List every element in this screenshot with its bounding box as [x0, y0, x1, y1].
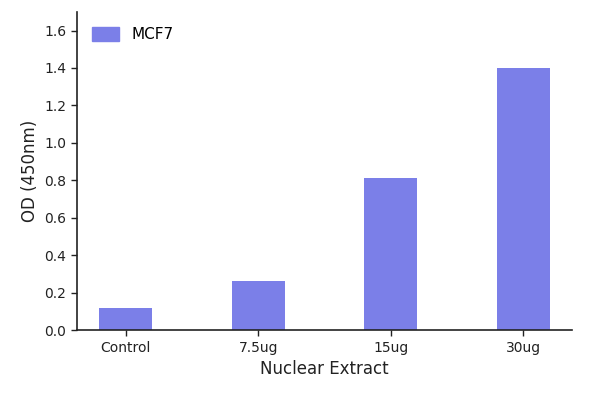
- Bar: [99, 308, 152, 330]
- Bar: [364, 178, 417, 330]
- X-axis label: Nuclear Extract: Nuclear Extract: [260, 360, 389, 378]
- Bar: [232, 281, 285, 330]
- Bar: [497, 68, 550, 330]
- Legend: MCF7: MCF7: [84, 19, 182, 50]
- Y-axis label: OD (450nm): OD (450nm): [21, 120, 38, 222]
